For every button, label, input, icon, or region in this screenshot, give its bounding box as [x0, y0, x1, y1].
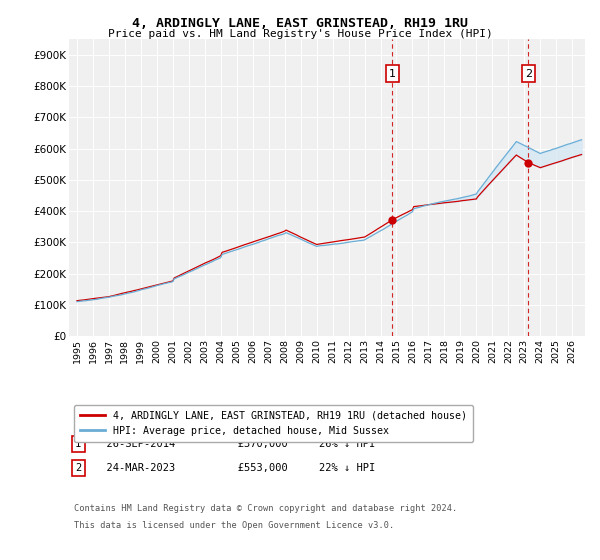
Text: 2: 2: [75, 463, 82, 473]
Text: 1: 1: [75, 440, 82, 449]
Text: 1: 1: [389, 68, 396, 78]
Text: 2: 2: [525, 68, 532, 78]
Text: Contains HM Land Registry data © Crown copyright and database right 2024.: Contains HM Land Registry data © Crown c…: [74, 503, 457, 513]
Text: 26-SEP-2014          £370,000     26% ↓ HPI: 26-SEP-2014 £370,000 26% ↓ HPI: [94, 440, 375, 449]
Text: This data is licensed under the Open Government Licence v3.0.: This data is licensed under the Open Gov…: [74, 521, 394, 530]
Text: 24-MAR-2023          £553,000     22% ↓ HPI: 24-MAR-2023 £553,000 22% ↓ HPI: [94, 463, 375, 473]
Text: Price paid vs. HM Land Registry's House Price Index (HPI): Price paid vs. HM Land Registry's House …: [107, 29, 493, 39]
Text: 4, ARDINGLY LANE, EAST GRINSTEAD, RH19 1RU: 4, ARDINGLY LANE, EAST GRINSTEAD, RH19 1…: [132, 17, 468, 30]
Legend: 4, ARDINGLY LANE, EAST GRINSTEAD, RH19 1RU (detached house), HPI: Average price,: 4, ARDINGLY LANE, EAST GRINSTEAD, RH19 1…: [74, 405, 473, 442]
